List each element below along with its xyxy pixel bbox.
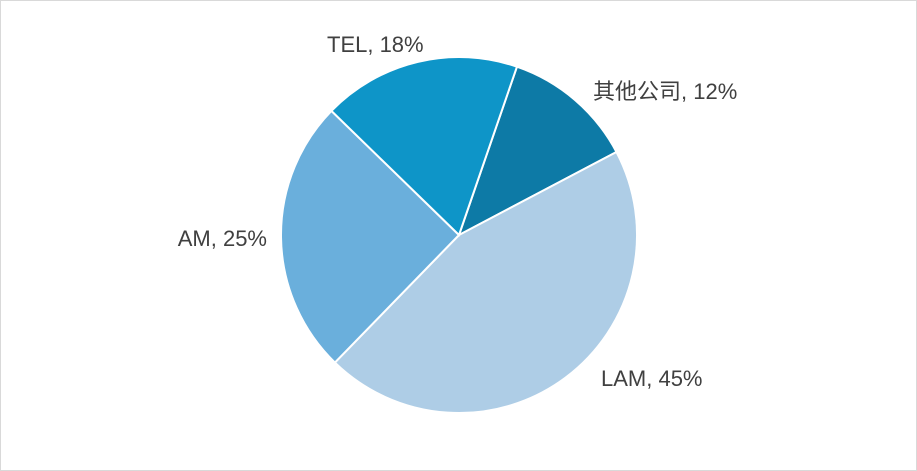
slice-label-others: 其他公司, 12%	[593, 79, 737, 104]
slice-label-lam: LAM, 45%	[601, 366, 703, 391]
slice-am	[280, 109, 461, 365]
slice-others	[457, 65, 618, 238]
slice-label-tel: TEL, 18%	[327, 32, 424, 57]
pie-slices	[280, 56, 639, 414]
slice-label-am: AM, 25%	[178, 226, 267, 251]
pie-labels: 其他公司, 12% LAM, 45% AM, 25% TEL, 18%	[178, 32, 738, 391]
slice-tel	[329, 56, 519, 237]
slice-lam	[333, 150, 639, 414]
